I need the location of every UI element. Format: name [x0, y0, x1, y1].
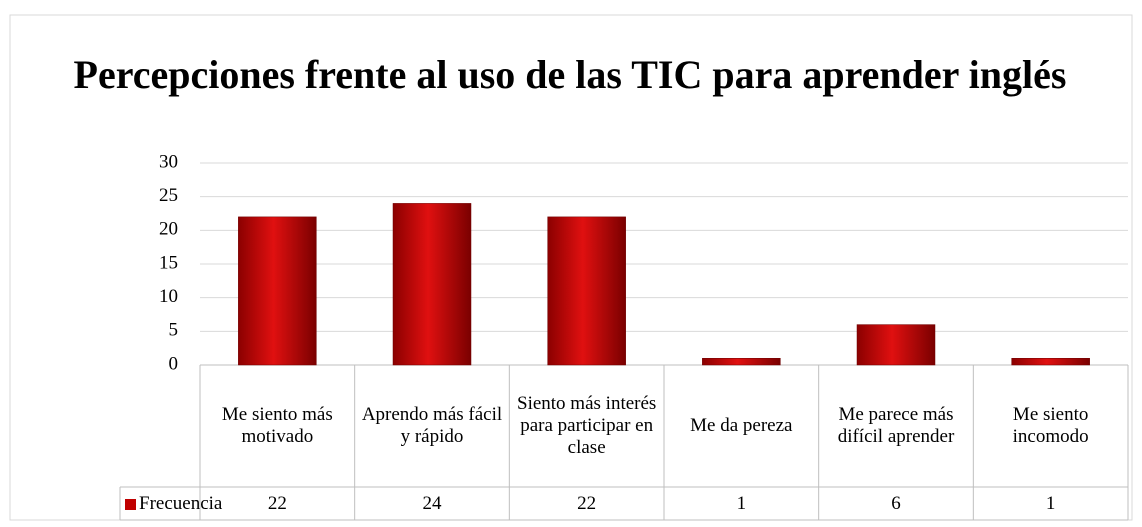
- x-tick-label: Me siento más motivado: [221, 404, 333, 447]
- legend-marker: [125, 499, 136, 510]
- bar: [547, 216, 626, 366]
- chart-title: Percepciones frente al uso de las TIC pa…: [73, 52, 1067, 97]
- y-tick-label: 25: [159, 185, 178, 206]
- y-tick-label: 10: [159, 286, 178, 307]
- y-tick-label: 5: [169, 320, 179, 341]
- y-tick-label: 15: [159, 252, 178, 273]
- bar: [702, 358, 781, 366]
- bar: [238, 216, 317, 366]
- table-value: 6: [891, 492, 901, 514]
- y-tick-label: 30: [159, 151, 178, 172]
- bar: [1011, 358, 1090, 366]
- bar: [392, 203, 472, 366]
- x-tick-label: Me parece más difícil aprender: [837, 404, 955, 447]
- x-tick-label: Me siento incomodo: [1012, 404, 1089, 447]
- x-tick-label: Me da pereza: [690, 415, 793, 436]
- table-value: 1: [1045, 492, 1056, 514]
- table-value: 1: [736, 492, 747, 514]
- table-value: 24: [422, 492, 442, 514]
- legend-label: Frecuencia: [139, 492, 223, 514]
- y-tick-label: 20: [159, 219, 178, 240]
- x-tick-label: Aprendo más fácil y rápido: [361, 404, 503, 447]
- table-value: 22: [577, 492, 597, 514]
- bar: [856, 324, 936, 366]
- x-tick-label: Siento más interés para participar en cl…: [517, 393, 657, 458]
- table-value: 22: [267, 492, 287, 514]
- y-tick-label: 0: [169, 353, 179, 374]
